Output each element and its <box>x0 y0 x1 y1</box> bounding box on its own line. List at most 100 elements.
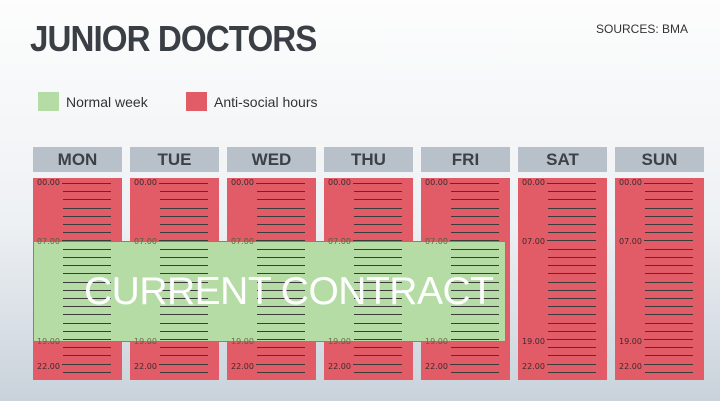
hour-tick-line <box>63 265 111 266</box>
hour-tick-line <box>645 265 693 266</box>
hour-tick-line <box>451 290 499 291</box>
hour-tick-line <box>354 240 402 241</box>
hour-tick-line <box>257 331 305 332</box>
hour-tick-line <box>62 183 111 184</box>
hour-tick-line <box>354 273 402 274</box>
hour-tick-line <box>160 298 208 299</box>
hour-tick-line <box>548 372 596 373</box>
hour-tick-line <box>257 306 305 307</box>
hour-tick-line <box>63 347 111 348</box>
page-title: JUNIOR DOCTORS <box>30 18 317 59</box>
hour-tick-line <box>645 306 693 307</box>
hour-tick-line <box>548 298 596 299</box>
time-label: 19.00 <box>619 337 642 346</box>
hour-tick-line <box>354 224 402 225</box>
hour-tick-line <box>451 273 499 274</box>
hour-tick-line <box>451 216 499 217</box>
legend-label-normal: Normal week <box>66 93 148 110</box>
day-column-sat <box>518 178 607 380</box>
hour-tick-line <box>354 216 402 217</box>
hour-tick-line <box>354 191 402 192</box>
hour-tick-line <box>160 282 208 283</box>
hour-tick-line <box>645 323 693 324</box>
hour-tick-line <box>160 249 208 250</box>
hour-tick-line <box>548 216 596 217</box>
hour-tick-line <box>63 372 111 373</box>
hour-tick-line <box>548 224 596 225</box>
hour-tick-line <box>451 240 499 241</box>
hour-tick-line <box>354 208 402 209</box>
hour-tick-line <box>63 282 111 283</box>
time-label: 07.00 <box>134 237 157 246</box>
hour-tick-line <box>257 290 305 291</box>
day-column-sun <box>615 178 704 380</box>
hour-tick-line <box>63 208 111 209</box>
hour-tick-line <box>353 183 402 184</box>
hour-tick-line <box>257 257 305 258</box>
hour-tick-line <box>257 314 305 315</box>
hour-tick-line <box>257 282 305 283</box>
hour-tick-line <box>160 257 208 258</box>
hour-tick-line <box>160 199 208 200</box>
hour-tick-line <box>160 306 208 307</box>
hour-tick-line <box>450 364 499 365</box>
time-label: 22.00 <box>37 362 60 371</box>
hour-tick-line <box>548 306 596 307</box>
hour-tick-line <box>63 273 111 274</box>
hour-tick-line <box>160 265 208 266</box>
hour-tick-line <box>257 199 305 200</box>
hour-tick-line <box>257 273 305 274</box>
hour-tick-line <box>548 314 596 315</box>
legend-item-anti-social: Anti-social hours <box>186 92 318 111</box>
hour-tick-line <box>644 364 693 365</box>
hour-tick-line <box>257 323 305 324</box>
hour-tick-line <box>63 240 111 241</box>
hour-tick-line <box>451 347 499 348</box>
hour-tick-line <box>159 183 208 184</box>
hour-tick-line <box>160 191 208 192</box>
hour-tick-line <box>257 191 305 192</box>
time-label: 00.00 <box>231 178 254 187</box>
day-header-tue: TUE <box>130 147 219 172</box>
time-label: 07.00 <box>619 237 642 246</box>
time-label: 22.00 <box>425 362 448 371</box>
hour-tick-line <box>160 216 208 217</box>
hour-tick-line <box>451 208 499 209</box>
hour-tick-line <box>645 216 693 217</box>
hour-tick-line <box>160 224 208 225</box>
hour-tick-line <box>548 208 596 209</box>
legend-label-anti-social: Anti-social hours <box>214 93 318 110</box>
time-label: 07.00 <box>328 237 351 246</box>
hour-tick-line <box>63 314 111 315</box>
hour-tick-line <box>160 355 208 356</box>
time-label: 07.00 <box>425 237 448 246</box>
hour-tick-line <box>645 232 693 233</box>
time-label: 22.00 <box>619 362 642 371</box>
hour-tick-line <box>450 183 499 184</box>
hour-tick-line <box>63 323 111 324</box>
hour-tick-line <box>354 331 402 332</box>
hour-tick-line <box>257 216 305 217</box>
hour-tick-line <box>548 355 596 356</box>
time-label: 22.00 <box>231 362 254 371</box>
hour-tick-line <box>353 364 402 365</box>
hour-tick-line <box>63 298 111 299</box>
hour-tick-line <box>547 183 596 184</box>
day-header-sun: SUN <box>615 147 704 172</box>
time-label: 22.00 <box>134 362 157 371</box>
hour-tick-line <box>451 298 499 299</box>
hour-tick-line <box>548 290 596 291</box>
hour-tick-line <box>257 249 305 250</box>
time-label: 19.00 <box>134 337 157 346</box>
hour-tick-line <box>160 273 208 274</box>
hour-tick-line <box>451 331 499 332</box>
hour-tick-line <box>354 355 402 356</box>
hour-tick-line <box>160 232 208 233</box>
hour-tick-line <box>354 314 402 315</box>
hour-tick-line <box>257 347 305 348</box>
hour-tick-line <box>160 240 208 241</box>
legend-swatch-anti-social <box>186 92 207 111</box>
hour-tick-line <box>160 347 208 348</box>
hour-tick-line <box>547 339 596 340</box>
hour-tick-line <box>257 339 305 340</box>
